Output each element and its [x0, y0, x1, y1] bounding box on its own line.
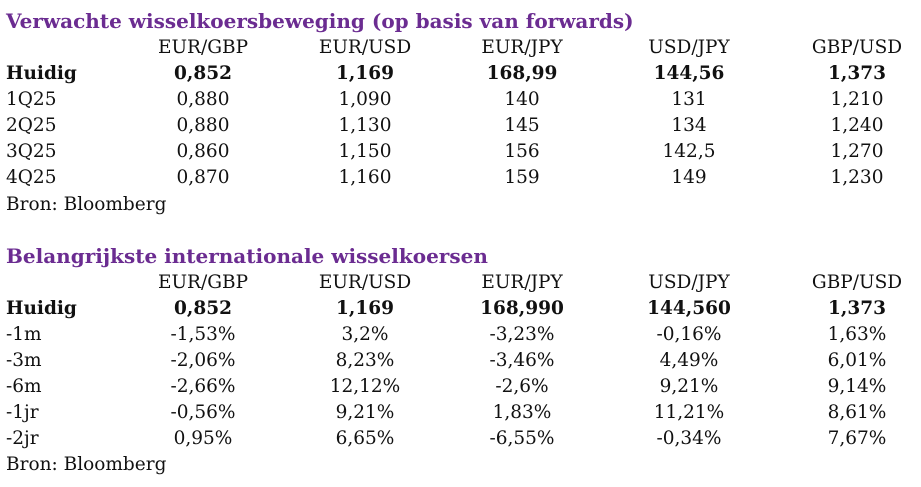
cell: 6,65%: [335, 428, 395, 449]
cell: 7,67%: [827, 428, 887, 449]
cell: -2,06%: [170, 350, 236, 371]
section1-title: Verwachte wisselkoersbeweging (op basis …: [6, 9, 634, 33]
cell: 9,21%: [335, 402, 395, 423]
cell: 149: [671, 167, 707, 188]
cell: 4,49%: [659, 350, 719, 371]
section1-row-current: Huidig 0,852 1,169 168,99 144,56 1,373: [0, 61, 921, 87]
cell: 168,990: [480, 298, 564, 319]
cell: 8,61%: [827, 402, 887, 423]
section1-header: EUR/USD: [318, 37, 412, 58]
cell: 131: [671, 89, 707, 110]
cell: 144,56: [653, 63, 725, 84]
cell: 142,5: [662, 141, 716, 162]
cell: 1,83%: [492, 402, 552, 423]
section2-row: -6m -2,66% 12,12% -2,6% 9,21% 9,14%: [0, 374, 921, 400]
cell: 134: [671, 115, 707, 136]
cell: 159: [504, 167, 540, 188]
row-label: -6m: [6, 376, 42, 397]
cell: -2,6%: [495, 376, 549, 397]
row-label: 3Q25: [6, 141, 57, 162]
cell: 1,63%: [827, 324, 887, 345]
section2-header: EUR/USD: [318, 272, 412, 293]
cell: 145: [504, 115, 540, 136]
section1-header: USD/JPY: [648, 37, 730, 58]
cell: 1,169: [336, 63, 394, 84]
cell: 6,01%: [827, 350, 887, 371]
row-label: -3m: [6, 350, 42, 371]
row-label: -1m: [6, 324, 42, 345]
cell: 1,160: [338, 167, 392, 188]
section2-header: EUR/GBP: [157, 272, 249, 293]
section2-row: -3m -2,06% 8,23% -3,46% 4,49% 6,01%: [0, 348, 921, 374]
row-label: 1Q25: [6, 89, 57, 110]
row-label: Huidig: [6, 298, 77, 319]
cell: -0,34%: [656, 428, 722, 449]
cell: -6,55%: [489, 428, 555, 449]
section1-row: 4Q25 0,870 1,160 159 149 1,230: [0, 165, 921, 191]
cell: 0,852: [174, 63, 232, 84]
cell: 1,150: [338, 141, 392, 162]
section1-header: EUR/GBP: [157, 37, 249, 58]
cell: 1,270: [830, 141, 884, 162]
section1-header: GBP/USD: [811, 37, 903, 58]
section2-row-current: Huidig 0,852 1,169 168,990 144,560 1,373: [0, 296, 921, 322]
cell: 168,99: [486, 63, 558, 84]
section1-header-row: EUR/GBP EUR/USD EUR/JPY USD/JPY GBP/USD: [0, 35, 921, 61]
section1-source: Bron: Bloomberg: [6, 194, 167, 215]
cell: -0,16%: [656, 324, 722, 345]
section2-row: -2jr 0,95% 6,65% -6,55% -0,34% 7,67%: [0, 426, 921, 452]
cell: 1,240: [830, 115, 884, 136]
section1-header: EUR/JPY: [481, 37, 563, 58]
cell: 1,373: [828, 298, 886, 319]
section2-header-row: EUR/GBP EUR/USD EUR/JPY USD/JPY GBP/USD: [0, 270, 921, 296]
cell: 1,210: [830, 89, 884, 110]
section2-source: Bron: Bloomberg: [6, 454, 167, 475]
cell: 8,23%: [335, 350, 395, 371]
cell: 156: [504, 141, 540, 162]
section1-row: 2Q25 0,880 1,130 145 134 1,240: [0, 113, 921, 139]
cell: 0,95%: [173, 428, 233, 449]
cell: 1,090: [338, 89, 392, 110]
section2-header: USD/JPY: [648, 272, 730, 293]
cell: 9,14%: [827, 376, 887, 397]
cell: 144,560: [647, 298, 731, 319]
cell: 12,12%: [329, 376, 401, 397]
section2-row: -1jr -0,56% 9,21% 1,83% 11,21% 8,61%: [0, 400, 921, 426]
cell: -3,23%: [489, 324, 555, 345]
cell: -1,53%: [170, 324, 236, 345]
cell: 9,21%: [659, 376, 719, 397]
cell: 0,880: [176, 89, 230, 110]
row-label: Huidig: [6, 63, 77, 84]
row-label: -1jr: [6, 402, 39, 423]
cell: 1,373: [828, 63, 886, 84]
cell: -3,46%: [489, 350, 555, 371]
cell: 1,130: [338, 115, 392, 136]
row-label: -2jr: [6, 428, 39, 449]
cell: 0,852: [174, 298, 232, 319]
row-label: 2Q25: [6, 115, 57, 136]
cell: 3,2%: [341, 324, 389, 345]
cell: -2,66%: [170, 376, 236, 397]
section2-header: EUR/JPY: [481, 272, 563, 293]
cell: 11,21%: [653, 402, 725, 423]
section1-row: 3Q25 0,860 1,150 156 142,5 1,270: [0, 139, 921, 165]
cell: 0,870: [176, 167, 230, 188]
cell: 1,230: [830, 167, 884, 188]
cell: -0,56%: [170, 402, 236, 423]
section2-title: Belangrijkste internationale wisselkoers…: [6, 244, 488, 268]
row-label: 4Q25: [6, 167, 57, 188]
cell: 1,169: [336, 298, 394, 319]
section2-row: -1m -1,53% 3,2% -3,23% -0,16% 1,63%: [0, 322, 921, 348]
cell: 0,880: [176, 115, 230, 136]
section1-row: 1Q25 0,880 1,090 140 131 1,210: [0, 87, 921, 113]
section2-header: GBP/USD: [811, 272, 903, 293]
cell: 140: [504, 89, 540, 110]
cell: 0,860: [176, 141, 230, 162]
